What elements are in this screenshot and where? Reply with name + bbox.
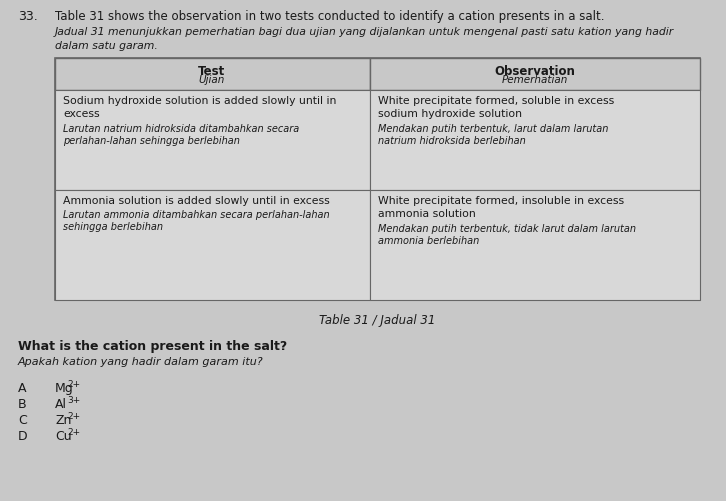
Bar — [55, 58, 700, 300]
Text: Table 31 / Jadual 31: Table 31 / Jadual 31 — [319, 314, 435, 327]
Bar — [55, 190, 370, 300]
Bar — [55, 90, 370, 190]
Text: B: B — [18, 398, 27, 411]
Text: Mg: Mg — [55, 382, 74, 395]
Text: ammonia solution: ammonia solution — [378, 209, 476, 219]
Text: Ujian: Ujian — [199, 75, 225, 85]
Text: White precipitate formed, insoluble in excess: White precipitate formed, insoluble in e… — [378, 196, 624, 206]
Text: excess: excess — [63, 109, 99, 119]
Bar — [370, 190, 700, 300]
Bar — [370, 90, 700, 190]
Text: 2+: 2+ — [68, 428, 81, 437]
Text: sodium hydroxide solution: sodium hydroxide solution — [378, 109, 522, 119]
Text: Test: Test — [198, 65, 226, 78]
Text: Ammonia solution is added slowly until in excess: Ammonia solution is added slowly until i… — [63, 196, 330, 206]
Text: dalam satu garam.: dalam satu garam. — [55, 41, 158, 51]
Text: Observation: Observation — [494, 65, 576, 78]
Text: Larutan ammonia ditambahkan secara perlahan-lahan
sehingga berlebihan: Larutan ammonia ditambahkan secara perla… — [63, 210, 330, 231]
Text: Mendakan putih terbentuk, tidak larut dalam larutan
ammonia berlebihan: Mendakan putih terbentuk, tidak larut da… — [378, 224, 636, 245]
Text: Mendakan putih terbentuk, larut dalam larutan
natrium hidroksida berlebihan: Mendakan putih terbentuk, larut dalam la… — [378, 124, 608, 146]
Text: Cu: Cu — [55, 430, 72, 443]
Text: Table 31 shows the observation in two tests conducted to identify a cation prese: Table 31 shows the observation in two te… — [55, 10, 605, 23]
Text: 2+: 2+ — [68, 380, 81, 389]
Text: C: C — [18, 414, 27, 427]
Bar — [370, 58, 700, 90]
Text: D: D — [18, 430, 28, 443]
Text: 2+: 2+ — [68, 412, 81, 421]
Text: Apakah kation yang hadir dalam garam itu?: Apakah kation yang hadir dalam garam itu… — [18, 357, 264, 367]
Text: 33.: 33. — [18, 10, 38, 23]
Text: What is the cation present in the salt?: What is the cation present in the salt? — [18, 340, 287, 353]
Text: Jadual 31 menunjukkan pemerhatian bagi dua ujian yang dijalankan untuk mengenal : Jadual 31 menunjukkan pemerhatian bagi d… — [55, 27, 674, 37]
Text: Sodium hydroxide solution is added slowly until in: Sodium hydroxide solution is added slowl… — [63, 96, 336, 106]
Text: 3+: 3+ — [68, 396, 81, 405]
Text: A: A — [18, 382, 27, 395]
Text: Al: Al — [55, 398, 67, 411]
Text: Larutan natrium hidroksida ditambahkan secara
perlahan-lahan sehingga berlebihan: Larutan natrium hidroksida ditambahkan s… — [63, 124, 299, 146]
Text: White precipitate formed, soluble in excess: White precipitate formed, soluble in exc… — [378, 96, 614, 106]
Text: Zn: Zn — [55, 414, 71, 427]
Text: Pemerhatian: Pemerhatian — [502, 75, 568, 85]
Bar — [55, 58, 370, 90]
